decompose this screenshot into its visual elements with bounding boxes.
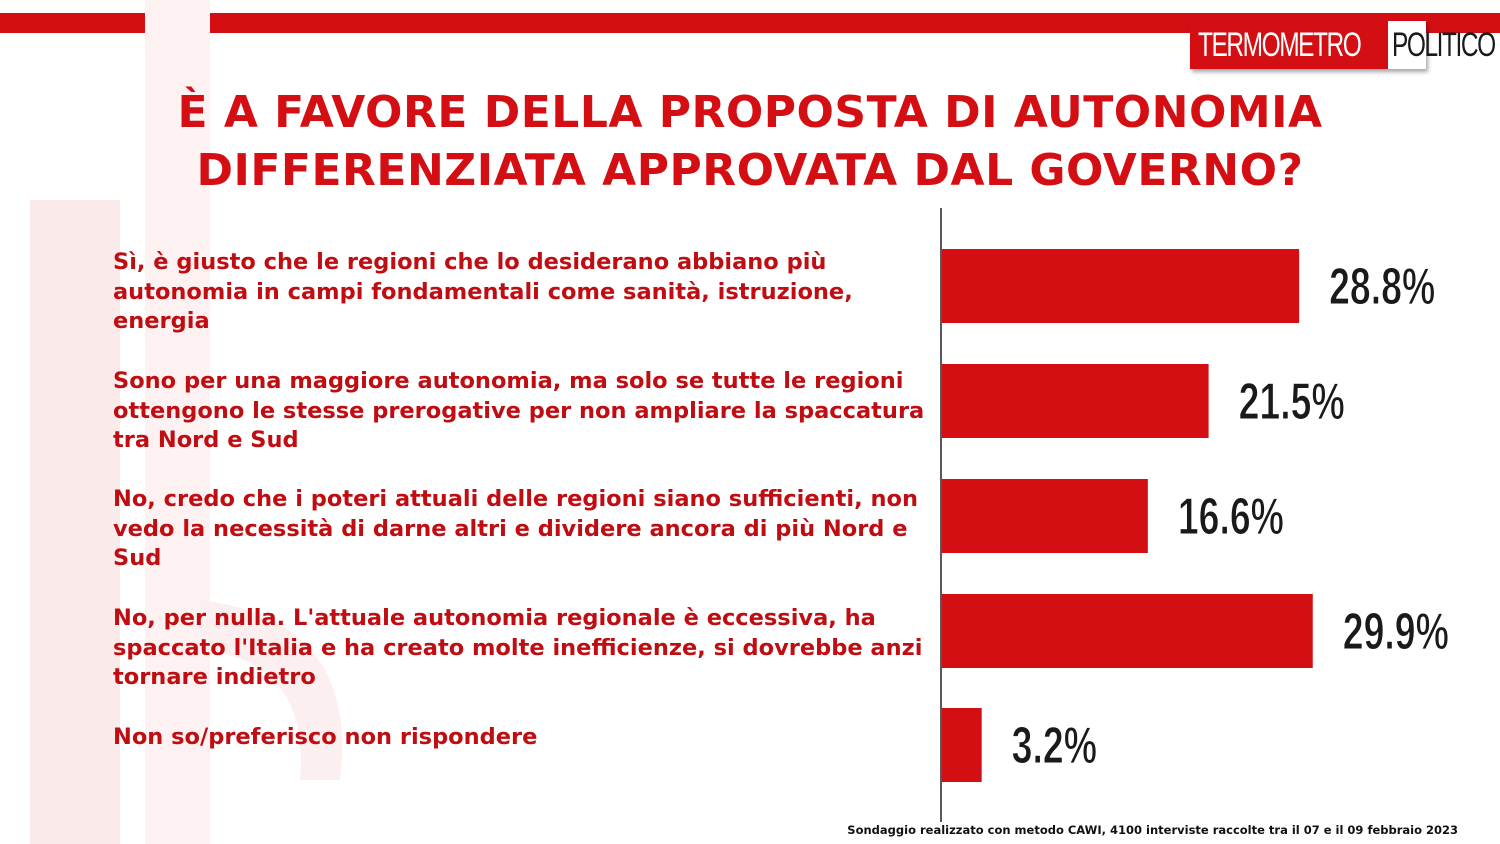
title-line-2: DIFFERENZIATA APPROVATA DAL GOVERNO?	[196, 145, 1304, 196]
answer-label-3: No, credo che i poteri attuali delle reg…	[113, 486, 918, 571]
value-label-3: 16.6%	[1178, 487, 1284, 546]
bar-2	[942, 364, 1209, 438]
logo-part-red: TERMOMETRO	[1190, 21, 1388, 69]
bar-1	[942, 249, 1300, 323]
logo-part-white: POLITICO	[1391, 25, 1496, 64]
top-red-bar	[0, 13, 1500, 33]
title-line-1: È A FAVORE DELLA PROPOSTA DI AUTONOMIA	[177, 87, 1323, 138]
bar-5	[942, 708, 982, 782]
value-label-1: 28.8%	[1329, 257, 1435, 316]
termometro-politico-logo: TERMOMETRO POLITICO	[1190, 21, 1496, 69]
page-title: È A FAVORE DELLA PROPOSTA DI AUTONOMIA D…	[0, 84, 1500, 200]
answer-label-2: Sono per una maggiore autonomia, ma solo…	[113, 368, 925, 453]
background-watermark	[30, 0, 343, 844]
answer-label-5: Non so/preferisco non rispondere	[113, 724, 538, 750]
value-label-5: 3.2%	[1012, 716, 1097, 775]
survey-footnote: Sondaggio realizzato con metodo CAWI, 41…	[847, 823, 1458, 837]
answer-label-1: Sì, è giusto che le regioni che lo desid…	[113, 249, 853, 334]
answer-label-4: No, per nulla. L'attuale autonomia regio…	[113, 605, 923, 690]
value-label-4: 29.9%	[1343, 602, 1449, 661]
bar-4	[942, 594, 1313, 668]
value-label-2: 21.5%	[1239, 372, 1345, 431]
bar-3	[942, 479, 1148, 553]
